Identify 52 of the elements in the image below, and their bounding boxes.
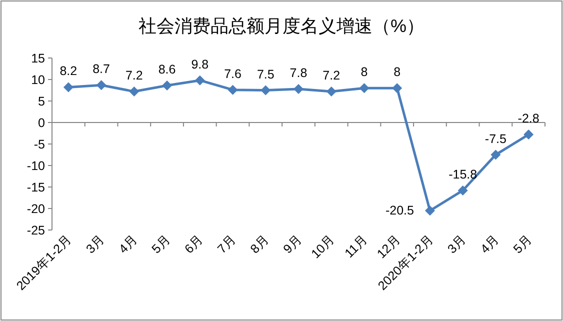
point bbox=[194, 75, 205, 86]
y-tick-label: -20 bbox=[26, 202, 46, 216]
point bbox=[424, 206, 435, 216]
y-tick-label: -10 bbox=[26, 159, 46, 173]
x-tick-label: 3月 bbox=[83, 232, 108, 256]
data-label: 8.2 bbox=[60, 64, 78, 78]
y-tick-label: -25 bbox=[26, 224, 46, 238]
point bbox=[228, 84, 238, 95]
point bbox=[96, 80, 106, 90]
data-label: 8 bbox=[360, 65, 368, 80]
x-tick-label: 5月 bbox=[149, 232, 174, 256]
y-tick-label: -15 bbox=[26, 180, 46, 194]
y-tick-label: -5 bbox=[34, 138, 46, 152]
point bbox=[63, 82, 74, 92]
x-tick-label: 10月 bbox=[308, 232, 338, 262]
x-tick-label: 3月 bbox=[444, 232, 469, 256]
x-tick-label: 5月 bbox=[510, 232, 535, 256]
point bbox=[490, 150, 501, 160]
x-tick-label: 6月 bbox=[182, 232, 206, 256]
y-tick-label: 5 bbox=[38, 94, 46, 108]
point bbox=[294, 84, 304, 94]
data-label: -20.5 bbox=[385, 204, 414, 218]
x-tick-label: 4月 bbox=[478, 232, 502, 256]
y-tick-label: 15 bbox=[31, 52, 46, 66]
y-tick-label: 0 bbox=[38, 116, 46, 130]
data-label: -15.8 bbox=[448, 167, 478, 182]
x-tick-label: 7月 bbox=[214, 232, 239, 256]
x-tick-label: 9月 bbox=[280, 232, 305, 256]
point bbox=[129, 86, 140, 97]
point bbox=[392, 83, 402, 94]
data-label: 7.5 bbox=[256, 67, 274, 82]
x-tick-label: 4月 bbox=[116, 232, 140, 256]
data-label: -7.5 bbox=[484, 132, 507, 146]
data-label: 8.6 bbox=[158, 62, 176, 77]
point bbox=[326, 86, 336, 97]
point bbox=[162, 80, 172, 91]
data-label: -2.8 bbox=[518, 112, 540, 126]
point bbox=[524, 130, 534, 140]
data-label: 8.7 bbox=[92, 62, 110, 76]
x-tick-label: 11月 bbox=[342, 232, 370, 260]
data-label: 7.2 bbox=[125, 68, 143, 83]
data-label: 7.8 bbox=[290, 66, 308, 80]
point bbox=[458, 185, 468, 196]
point bbox=[359, 83, 370, 94]
chart-title: 社会消费品总额月度名义增速（%） bbox=[138, 16, 425, 36]
data-label: 9.8 bbox=[191, 57, 209, 72]
data-label: 7.2 bbox=[322, 68, 340, 83]
x-tick-label: 8月 bbox=[248, 232, 272, 256]
data-label: 8 bbox=[394, 65, 401, 80]
data-label: 7.6 bbox=[224, 66, 242, 81]
point bbox=[260, 85, 271, 96]
y-tick-label: 10 bbox=[31, 73, 46, 87]
